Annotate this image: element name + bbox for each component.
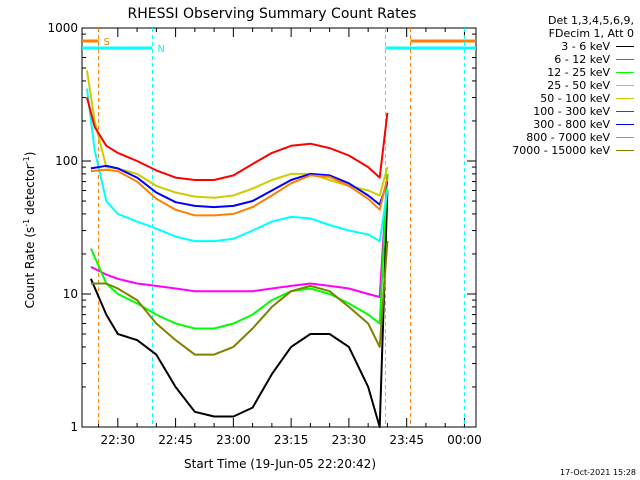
y-axis-label: Count Rate (s-1 detector-1) (22, 152, 37, 309)
series-line-300-800keV (90, 164, 389, 209)
legend-item-label: 50 - 100 keV (540, 92, 610, 105)
y-tick-label: 1000 (47, 21, 78, 35)
legend-swatch (616, 85, 634, 86)
series-line-12-25keV (89, 173, 389, 330)
legend-item-label: 300 - 800 keV (533, 118, 610, 131)
y-tick-label: 100 (55, 154, 78, 168)
x-tick-label: 22:45 (158, 433, 193, 447)
legend-item: 6 - 12 keV (484, 53, 634, 66)
legend-swatch (616, 124, 634, 125)
x-axis-label: Start Time (19-Jun-05 22:20:42) (184, 457, 376, 471)
marker-label: N (157, 44, 164, 55)
legend: Det 1,3,4,5,6,9, FDecim 1, Att 0 3 - 6 k… (484, 14, 634, 157)
x-tick-label: 23:00 (216, 433, 251, 447)
x-tick-label: 23:15 (274, 433, 309, 447)
y-tick-label: 10 (63, 287, 78, 301)
legend-item: 100 - 300 keV (484, 105, 634, 118)
legend-decimation-header: FDecim 1, Att 0 (548, 27, 634, 40)
legend-swatch (616, 46, 634, 47)
chart-title: RHESSI Observing Summary Count Rates (128, 6, 417, 22)
x-tick-label: 22:30 (101, 433, 136, 447)
legend-swatch (616, 150, 634, 151)
series-line-800-7000keV (90, 168, 389, 217)
legend-item: 7000 - 15000 keV (484, 144, 634, 157)
legend-item: 12 - 25 keV (484, 66, 634, 79)
legend-swatch (616, 59, 634, 60)
series-line-7000-15000keV (90, 241, 389, 356)
svg-text:Count Rate (s-1 detector-1): Count Rate (s-1 detector-1) (22, 152, 37, 309)
legend-item: 800 - 7000 keV (484, 131, 634, 144)
series-line-6-12keV (90, 173, 389, 298)
y-tick-label: 1 (70, 420, 78, 434)
x-tick-label: 00:00 (447, 433, 482, 447)
legend-item: 25 - 50 keV (484, 79, 634, 92)
legend-swatch (616, 137, 634, 138)
legend-item-label: 6 - 12 keV (554, 53, 610, 66)
legend-detector-header: Det 1,3,4,5,6,9, (547, 14, 634, 27)
timestamp-footer: 17-Oct-2021 15:28 (560, 468, 636, 477)
legend-item-label: 12 - 25 keV (547, 66, 610, 79)
series-line-25-50keV (86, 88, 389, 243)
series-line-100-300keV (86, 97, 389, 181)
x-tick-label: 23:30 (332, 433, 367, 447)
legend-swatch (616, 98, 634, 99)
legend-item-label: 25 - 50 keV (547, 79, 610, 92)
series-line-3-6keV (89, 190, 389, 428)
legend-item-label: 7000 - 15000 keV (512, 144, 610, 157)
plot-frame (81, 27, 477, 428)
legend-item: 300 - 800 keV (484, 118, 634, 131)
legend-item: 3 - 6 keV (484, 40, 634, 53)
legend-item: 50 - 100 keV (484, 92, 634, 105)
legend-swatch (616, 72, 634, 73)
legend-swatch (616, 111, 634, 112)
marker-label: S (104, 37, 110, 48)
legend-item-label: 800 - 7000 keV (526, 131, 610, 144)
legend-item-label: 3 - 6 keV (561, 40, 610, 53)
legend-item-label: 100 - 300 keV (533, 105, 610, 118)
x-tick-label: 23:45 (389, 433, 424, 447)
